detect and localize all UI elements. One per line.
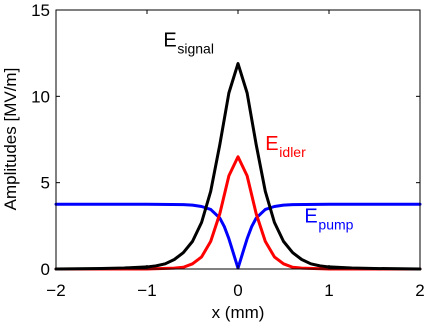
series-line-e-signal (54, 62, 422, 271)
x-tick-label: 1 (324, 281, 333, 300)
y-tick-label: 0 (41, 260, 50, 279)
annotation-pump-main: E (304, 205, 317, 227)
annotation-signal-main: E (163, 29, 176, 51)
y-axis-label: Amplitudes [MV/m] (1, 68, 20, 211)
x-tick-label: −2 (46, 281, 65, 300)
y-tick-label: 5 (41, 174, 50, 193)
plot-background (56, 10, 420, 269)
series-line-e-idler (54, 155, 422, 271)
annotation-signal-subscript: signal (177, 40, 214, 56)
x-tick-label: −1 (137, 281, 156, 300)
y-tick-label: 15 (31, 1, 50, 20)
x-tick-label: 0 (233, 281, 242, 300)
annotation-idler-main: E (265, 133, 278, 155)
annotation-pump-subscript: pump (318, 216, 353, 232)
annotation-idler-subscript: idler (279, 144, 306, 160)
y-tick-label: 10 (31, 87, 50, 106)
x-tick-label: 2 (415, 281, 424, 300)
x-axis-label: x (mm) (212, 303, 265, 322)
tick-layer: −2 −1 0 1 2 0 5 10 15 (31, 1, 425, 300)
